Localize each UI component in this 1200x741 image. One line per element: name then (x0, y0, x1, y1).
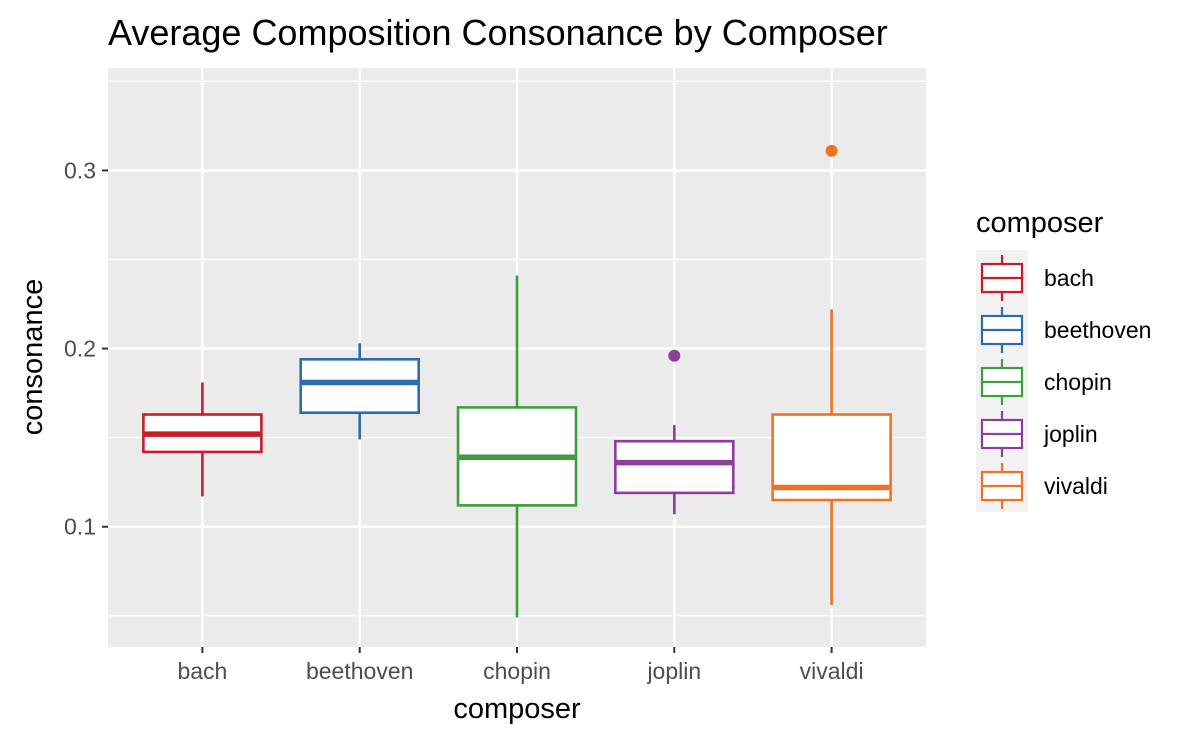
legend-label: vivaldi (1044, 473, 1108, 499)
legend-item-bach: bach (980, 255, 1094, 301)
x-tick-label: beethoven (306, 658, 413, 684)
legend-item-beethoven: beethoven (980, 307, 1151, 353)
legend-title: composer (976, 207, 1104, 239)
y-tick-label: 0.3 (64, 157, 96, 183)
chart-title: Average Composition Consonance by Compos… (108, 12, 888, 53)
box-iqr (299, 357, 420, 415)
box-vivaldi (771, 144, 892, 606)
x-tick-label: chopin (483, 658, 551, 684)
y-tick-label: 0.1 (64, 514, 96, 540)
y-tick-label: 0.2 (64, 336, 96, 362)
legend-label: chopin (1044, 369, 1112, 395)
legend-item-vivaldi: vivaldi (980, 463, 1108, 509)
y-axis: 0.1 0.2 0.3 (64, 157, 108, 540)
outlier-point (825, 144, 838, 157)
box-beethoven (299, 343, 420, 440)
y-axis-title: consonance (17, 279, 49, 435)
x-tick-label: vivaldi (800, 658, 864, 684)
box-layer (142, 144, 892, 618)
box-iqr (614, 439, 735, 495)
legend: composer bach beethoven chopin joplin vivald… (976, 207, 1151, 512)
legend-item-chopin: chopin (980, 359, 1112, 405)
box-bach (142, 382, 263, 497)
legend-label: joplin (1043, 421, 1098, 447)
x-tick-label: bach (177, 658, 227, 684)
x-axis-title: composer (453, 693, 581, 725)
box-joplin (614, 349, 735, 515)
x-tick-label: joplin (646, 658, 701, 684)
box-chopin (456, 275, 578, 618)
outlier-point (668, 349, 681, 362)
legend-label: beethoven (1044, 317, 1151, 343)
legend-label: bach (1044, 265, 1094, 291)
x-axis: bach beethoven chopin joplin vivaldi (177, 647, 864, 684)
legend-item-joplin: joplin (980, 411, 1098, 457)
